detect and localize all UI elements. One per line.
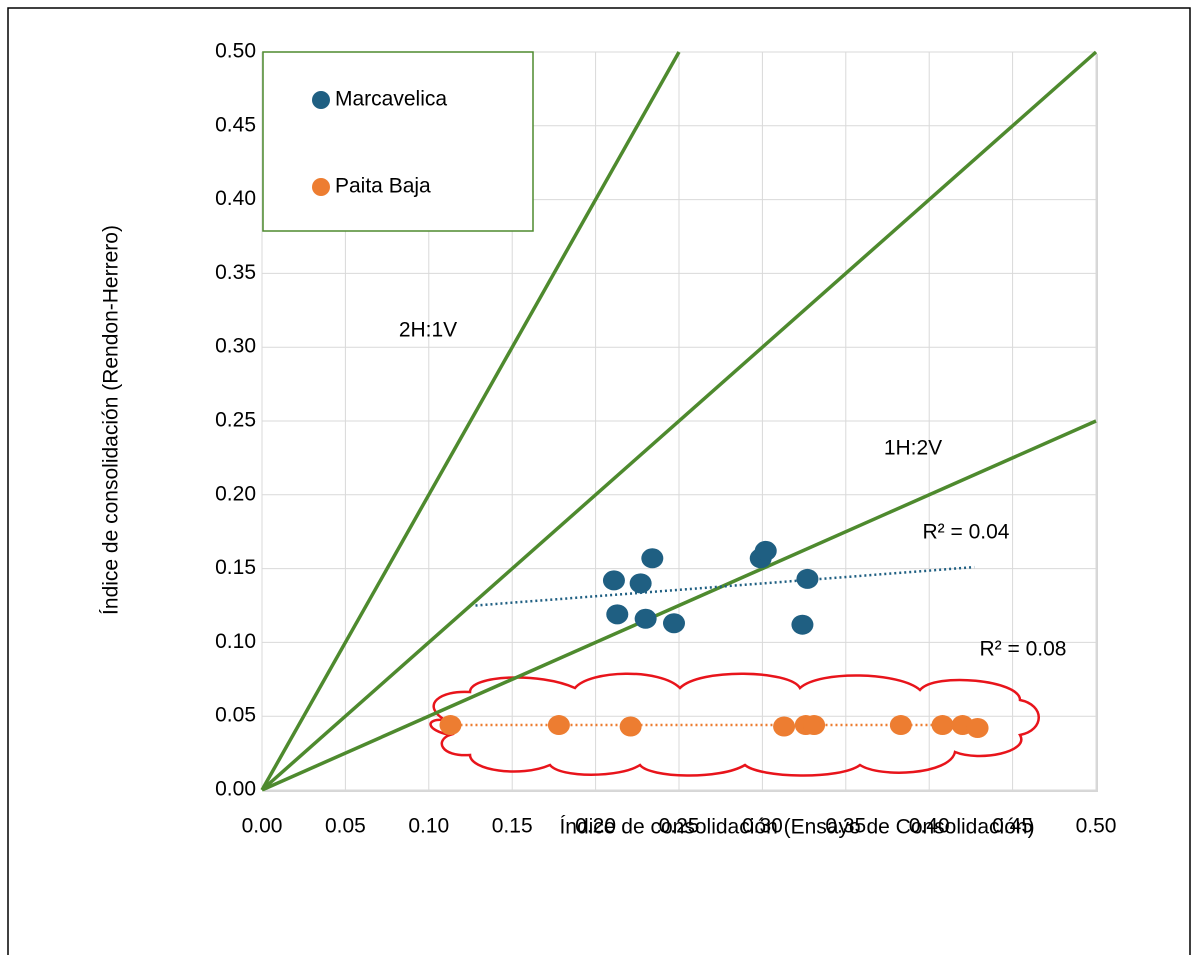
x-tick-label: 0.35: [825, 815, 866, 838]
cloud-outline: [429, 672, 1040, 777]
scatter-point: [773, 716, 796, 737]
y-tick-label: 0.35: [215, 261, 256, 284]
scatter-point: [889, 715, 912, 736]
y-tick-label: 0.25: [215, 409, 256, 432]
x-tick-label: 0.20: [575, 815, 616, 838]
annotation: R² = 0.08: [980, 638, 1067, 661]
frame: [7, 7, 1191, 955]
x-tick-label: 0.45: [992, 815, 1033, 838]
scatter-point: [619, 716, 642, 737]
y-tick-label: 0.05: [215, 704, 256, 727]
x-tick-label: 0.30: [742, 815, 783, 838]
scatter-point: [662, 613, 685, 634]
reference-line: [260, 50, 1098, 792]
y-tick-label: 0.15: [215, 556, 256, 579]
scatter-point: [634, 608, 657, 629]
scatter-point: [641, 548, 664, 569]
x-tick-label: 0.15: [492, 815, 533, 838]
reference-line: [260, 51, 681, 791]
scatter-point: [931, 715, 954, 736]
scatter-point: [602, 570, 625, 591]
scatter-point: [791, 614, 814, 635]
scatter-point: [754, 540, 777, 561]
legend-box: [262, 51, 534, 232]
scatter-point: [606, 604, 629, 625]
x-tick-label: 0.10: [408, 815, 449, 838]
x-tick-label: 0.25: [659, 815, 700, 838]
x-tick-label: 0.05: [325, 815, 366, 838]
legend-label: Paita Baja: [335, 175, 431, 198]
reference-label: 2H:1V: [399, 319, 457, 342]
scatter-point: [629, 573, 652, 594]
y-axis-title: Índice de consolidación (Rendon-Herrero): [100, 225, 123, 615]
scatter-point: [803, 715, 826, 736]
scatter-point: [966, 718, 989, 739]
legend-label: Marcavelica: [335, 88, 447, 111]
reference-label: 1H:2V: [884, 437, 942, 460]
legend-marker: [312, 91, 330, 109]
y-tick-label: 0.50: [215, 40, 256, 63]
scatter-point: [796, 568, 819, 589]
y-tick-label: 0.30: [215, 335, 256, 358]
y-tick-label: 0.00: [215, 778, 256, 801]
x-axis-title: Índice de consolidación (Ensayo de Conso…: [559, 816, 1034, 839]
legend-marker: [312, 178, 330, 196]
y-tick-label: 0.10: [215, 630, 256, 653]
scatter-point: [439, 715, 462, 736]
x-tick-label: 0.00: [242, 815, 283, 838]
x-tick-label: 0.50: [1076, 815, 1117, 838]
trendline: [475, 565, 975, 607]
reference-line: [261, 419, 1097, 792]
x-tick-label: 0.40: [909, 815, 950, 838]
y-tick-label: 0.45: [215, 113, 256, 136]
annotation: R² = 0.04: [923, 521, 1010, 544]
y-tick-label: 0.20: [215, 482, 256, 505]
scatter-point: [547, 715, 570, 736]
y-tick-label: 0.40: [215, 187, 256, 210]
